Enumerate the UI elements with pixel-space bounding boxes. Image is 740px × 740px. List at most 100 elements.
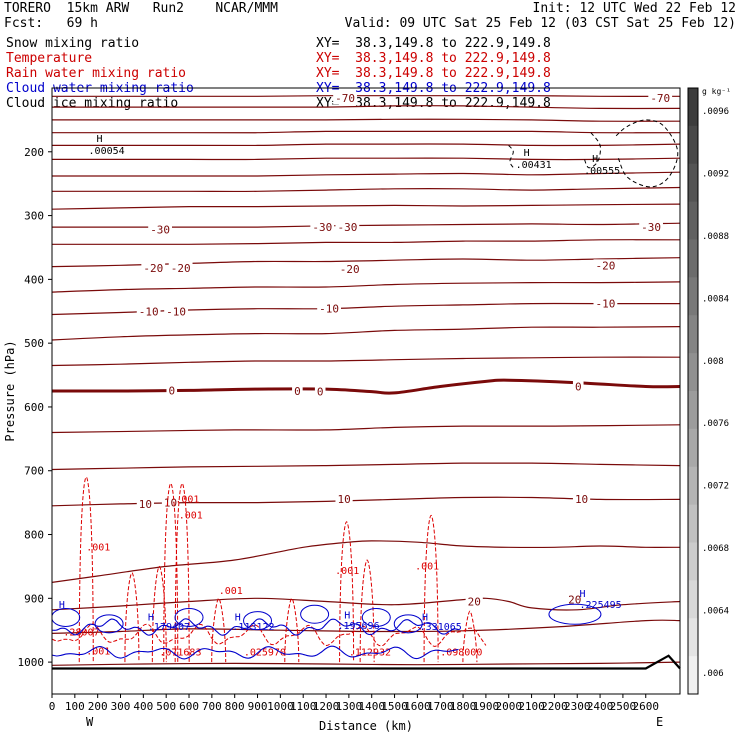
x-tick-label: 600: [179, 700, 199, 713]
isotherm-label: 20: [468, 596, 481, 609]
x-tick-label: 100: [65, 700, 85, 713]
isotherm: [52, 496, 680, 507]
isotherm-label-bg: [168, 261, 193, 274]
isotherm-label-bg: [148, 223, 172, 236]
x-tick-label: 1000: [267, 700, 294, 713]
isotherm-label: 10: [575, 493, 588, 506]
snow-max-label: .00054: [89, 146, 125, 157]
isotherm-label-bg: [593, 297, 618, 310]
x-tick-label: 400: [133, 700, 153, 713]
colorbar-swatch: [688, 125, 698, 165]
rain-contour: [174, 482, 190, 663]
isotherm-label: -10: [596, 298, 616, 311]
isotherm: [52, 356, 680, 367]
colorbar-unit: g kg⁻¹: [702, 87, 731, 96]
cloud-water-contours: HH H H HH.179407.113122.195696.331065.22549…: [52, 589, 622, 660]
x-tick-label: 700: [202, 700, 222, 713]
cloud-water-cell-east: [548, 603, 602, 625]
y-tick-label: 300: [24, 210, 44, 223]
colorbar-swatch: [688, 277, 698, 316]
x-tick-label: 300: [111, 700, 131, 713]
colorbar-swatch: [688, 163, 698, 203]
rain-contour: [359, 559, 375, 663]
isotherm-label: -70: [335, 92, 355, 105]
isotherm-label: 0: [317, 386, 324, 399]
isotherm-zero: [52, 378, 680, 395]
isotherm: [52, 171, 680, 177]
isotherm-label: -20: [596, 259, 616, 272]
y-tick-label: 1000: [18, 656, 45, 669]
isotherm: [52, 281, 680, 293]
isotherm-label: -30: [150, 224, 170, 237]
cloud-water-cell: [94, 614, 124, 634]
x-tick-label: 2100: [518, 700, 545, 713]
isotherm-label: 20: [568, 594, 581, 607]
x-tick-label: 1300: [336, 700, 363, 713]
x-tick-label: 2400: [587, 700, 614, 713]
cloud-water-cell: [393, 614, 423, 634]
isotherm: [52, 105, 680, 110]
isotherm: [52, 462, 680, 471]
rain-contour: [151, 565, 167, 663]
isotherm: [52, 619, 680, 634]
header-line2-left: Fcst: 69 h: [4, 16, 98, 31]
colorbar-tick-label: .0068: [702, 544, 729, 554]
isotherm-label-bg: [566, 593, 584, 606]
rain-contour: [339, 521, 355, 663]
isotherm-label: 0: [294, 385, 301, 398]
snow-high-marker: H: [97, 134, 103, 145]
rain-label: .001: [86, 542, 110, 553]
isotherm-label: 10: [139, 498, 152, 511]
colorbar-swatch: [688, 466, 698, 506]
x-tick-label: 1800: [450, 700, 477, 713]
rain-contour: [211, 597, 227, 663]
isotherm-label-bg: [136, 497, 154, 510]
rain-label: .001: [86, 646, 110, 657]
cloud-water-high-marker: H: [580, 589, 586, 600]
header-line2-right: Valid: 09 UTC Sat 25 Feb 12 (03 CST Sat …: [344, 16, 736, 31]
cloud-water-label: .331065: [420, 622, 462, 633]
isotherm-label-bg: [317, 302, 341, 315]
isotherm: [52, 95, 680, 97]
cloud-water-label: .225495: [580, 600, 622, 611]
snow-contour: [583, 132, 601, 169]
rain-label: .098000: [440, 648, 482, 659]
field-label-temperature: Temperature: [6, 51, 93, 66]
y-tick-label: 500: [24, 337, 44, 350]
colorbar-tick-label: .0096: [702, 107, 729, 117]
cloud-water-high-marker: H: [235, 613, 241, 624]
y-tick-label: 200: [24, 146, 44, 159]
isotherm: [52, 661, 680, 666]
colorbar-border: [687, 87, 699, 695]
field-xy-rain: XY= 38.3,149.8 to 222.9,149.8: [316, 66, 551, 81]
snow-high-marker: H: [592, 154, 598, 165]
isotherm-label-bg: [141, 261, 166, 274]
x-tick-label: 1400: [358, 700, 385, 713]
x-tick-label: 1200: [313, 700, 340, 713]
cloud-water-label: .195696: [337, 621, 379, 632]
cloud-water-cell: [174, 607, 204, 627]
cloud-water-high-marker: H: [148, 613, 154, 624]
x-tick-label: 0: [49, 700, 56, 713]
endpoint-right: E: [656, 715, 663, 729]
x-tick-label: 1100: [290, 700, 317, 713]
isotherm-label-bg: [465, 595, 483, 608]
y-tick-label: 800: [24, 529, 44, 542]
cloud-water-cell: [52, 607, 81, 627]
x-tick-label: 2600: [632, 700, 659, 713]
isotherm: [52, 118, 680, 122]
endpoint-left: W: [86, 715, 94, 729]
isotherm-label: -70: [650, 92, 670, 105]
y-tick-label: 700: [24, 465, 44, 478]
isotherm-label: -10: [319, 303, 339, 316]
isotherm: [52, 143, 680, 147]
isotherm-label-bg: [164, 305, 188, 318]
cloud-water-label: .179407: [148, 622, 190, 633]
terrain-surface: [52, 654, 681, 670]
field-xy-temperature: XY= 38.3,149.8 to 222.9,149.8: [316, 51, 551, 66]
rain-contour: [124, 572, 140, 663]
snow-high-marker: H: [524, 148, 530, 159]
rain-label: .071683: [159, 648, 201, 659]
cloud-water-cell: [361, 607, 391, 627]
